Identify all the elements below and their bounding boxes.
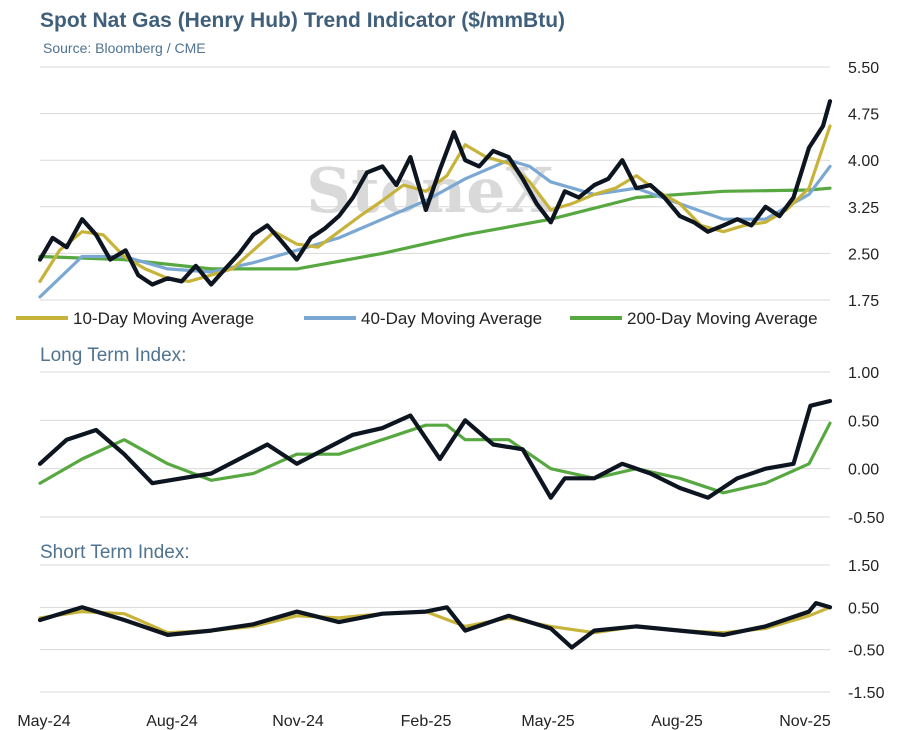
x-tick-label: Feb-25 <box>401 713 452 730</box>
long-y-tick-label: 0.50 <box>848 413 879 430</box>
long-price-series-line <box>37 398 833 500</box>
price-y-tick-label: 5.50 <box>848 60 879 77</box>
long-ma-series-line <box>38 421 832 495</box>
x-tick-label: Nov-24 <box>272 713 324 730</box>
price-y-tick-label: 4.00 <box>848 153 879 170</box>
long-y-tick-label: 1.00 <box>848 365 879 382</box>
legend-label-ma40: 40-Day Moving Average <box>361 309 542 328</box>
price-y-tick-label: 4.75 <box>848 107 879 124</box>
price-ma40-series-line <box>38 158 832 299</box>
long-y-tick-label: 0.00 <box>848 462 879 479</box>
price-y-tick-label: 1.75 <box>848 293 879 310</box>
short-y-tick-label: -1.50 <box>848 685 885 702</box>
legend-label-ma10: 10-Day Moving Average <box>73 309 254 328</box>
short-y-tick-label: -0.50 <box>848 643 885 660</box>
price-ma200-series-line <box>38 186 832 271</box>
short-price-series-line <box>37 600 833 650</box>
short-term-index-label: Short Term Index: <box>40 542 190 563</box>
price-price-series-line <box>37 99 833 287</box>
long-y-tick-label: -0.50 <box>848 510 885 527</box>
short-y-tick-label: 1.50 <box>848 558 879 575</box>
legend-label-ma200: 200-Day Moving Average <box>627 309 818 328</box>
chart-subtitle: Source: Bloomberg / CME <box>43 40 206 56</box>
x-tick-label: May-24 <box>17 713 70 730</box>
price-y-tick-label: 3.25 <box>848 200 879 217</box>
long-term-index-label: Long Term Index: <box>40 345 186 366</box>
x-tick-label: Aug-24 <box>146 713 198 730</box>
x-tick-label: Nov-25 <box>779 713 831 730</box>
price-y-tick-label: 2.50 <box>848 246 879 263</box>
x-tick-label: Aug-25 <box>651 713 703 730</box>
x-tick-label: May-25 <box>521 713 574 730</box>
short-y-tick-label: 0.50 <box>848 600 879 617</box>
chart-title: Spot Nat Gas (Henry Hub) Trend Indicator… <box>40 9 565 32</box>
